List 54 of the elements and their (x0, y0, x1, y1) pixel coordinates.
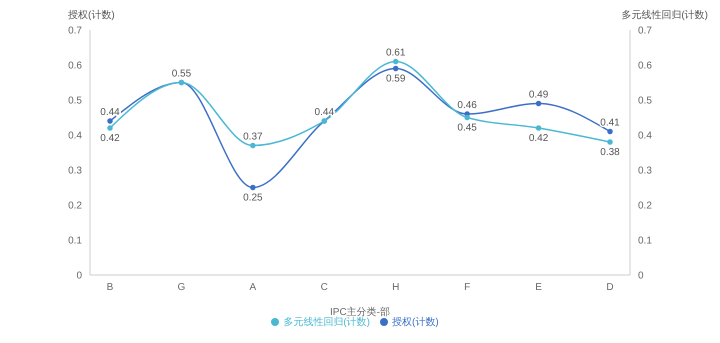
x-axis-title: IPC主分类-部 (330, 306, 390, 318)
point (107, 118, 113, 124)
y2-tick-label: 0.2 (638, 200, 652, 212)
point (107, 125, 113, 131)
x-tick-label: D (606, 282, 614, 294)
data-label: 0.44 (314, 107, 334, 118)
y2-tick-label: 0.1 (638, 236, 652, 247)
y2-axis-title: 多元线性回归(计数) (621, 8, 708, 22)
y-tick-label: 0 (76, 270, 82, 282)
y-tick-label: 0.5 (68, 96, 82, 107)
data-label: 0.38 (600, 147, 620, 158)
x-tick-label: B (106, 282, 114, 294)
y2-tick-label: 0.6 (638, 60, 652, 72)
y-tick-label: 0.2 (68, 200, 82, 212)
y2-tick-label: 0 (638, 270, 644, 282)
point (250, 142, 256, 148)
data-label: 0.42 (100, 133, 120, 144)
legend-label: 授权(计数) (392, 317, 439, 328)
data-label: 0.41 (600, 118, 620, 128)
data-label: 0.59 (386, 74, 406, 84)
y2-tick-label: 0.4 (638, 130, 652, 142)
y-tick-label: 0.7 (68, 26, 82, 37)
y2-tick-label: 0.7 (638, 26, 652, 37)
data-label: 0.42 (528, 133, 549, 144)
point (536, 125, 542, 131)
data-label: 0.25 (243, 192, 264, 204)
data-label: 0.61 (386, 48, 406, 58)
y2-tick-label: 0.5 (638, 96, 652, 107)
point (250, 184, 256, 190)
x-tick-label: C (320, 282, 328, 294)
data-label: 0.45 (457, 122, 478, 134)
x-tick-label: F (464, 282, 470, 294)
data-label: 0.37 (243, 132, 264, 142)
point (392, 66, 398, 72)
point (536, 100, 542, 106)
y-axis-title: 授权(计数) (68, 8, 115, 22)
x-tick-label: G (178, 282, 186, 294)
y-tick-label: 0.3 (68, 166, 82, 177)
data-label: 0.55 (172, 68, 192, 80)
y2-tick-label: 0.3 (638, 166, 652, 177)
data-label: 0.44 (100, 107, 120, 118)
x-tick-label: E (535, 282, 542, 294)
point (392, 58, 398, 64)
data-label: 0.46 (457, 100, 478, 111)
x-tick-label: A (250, 282, 257, 294)
point (607, 128, 613, 134)
y-tick-label: 0.6 (68, 60, 82, 72)
x-tick-label: H (392, 282, 400, 294)
y-tick-label: 0.4 (68, 130, 82, 142)
y-tick-label: 0.1 (68, 236, 82, 247)
point (464, 114, 470, 120)
point (607, 139, 613, 145)
legend-label: 多元线性回归(计数) (283, 317, 370, 328)
data-label: 0.49 (528, 90, 549, 100)
